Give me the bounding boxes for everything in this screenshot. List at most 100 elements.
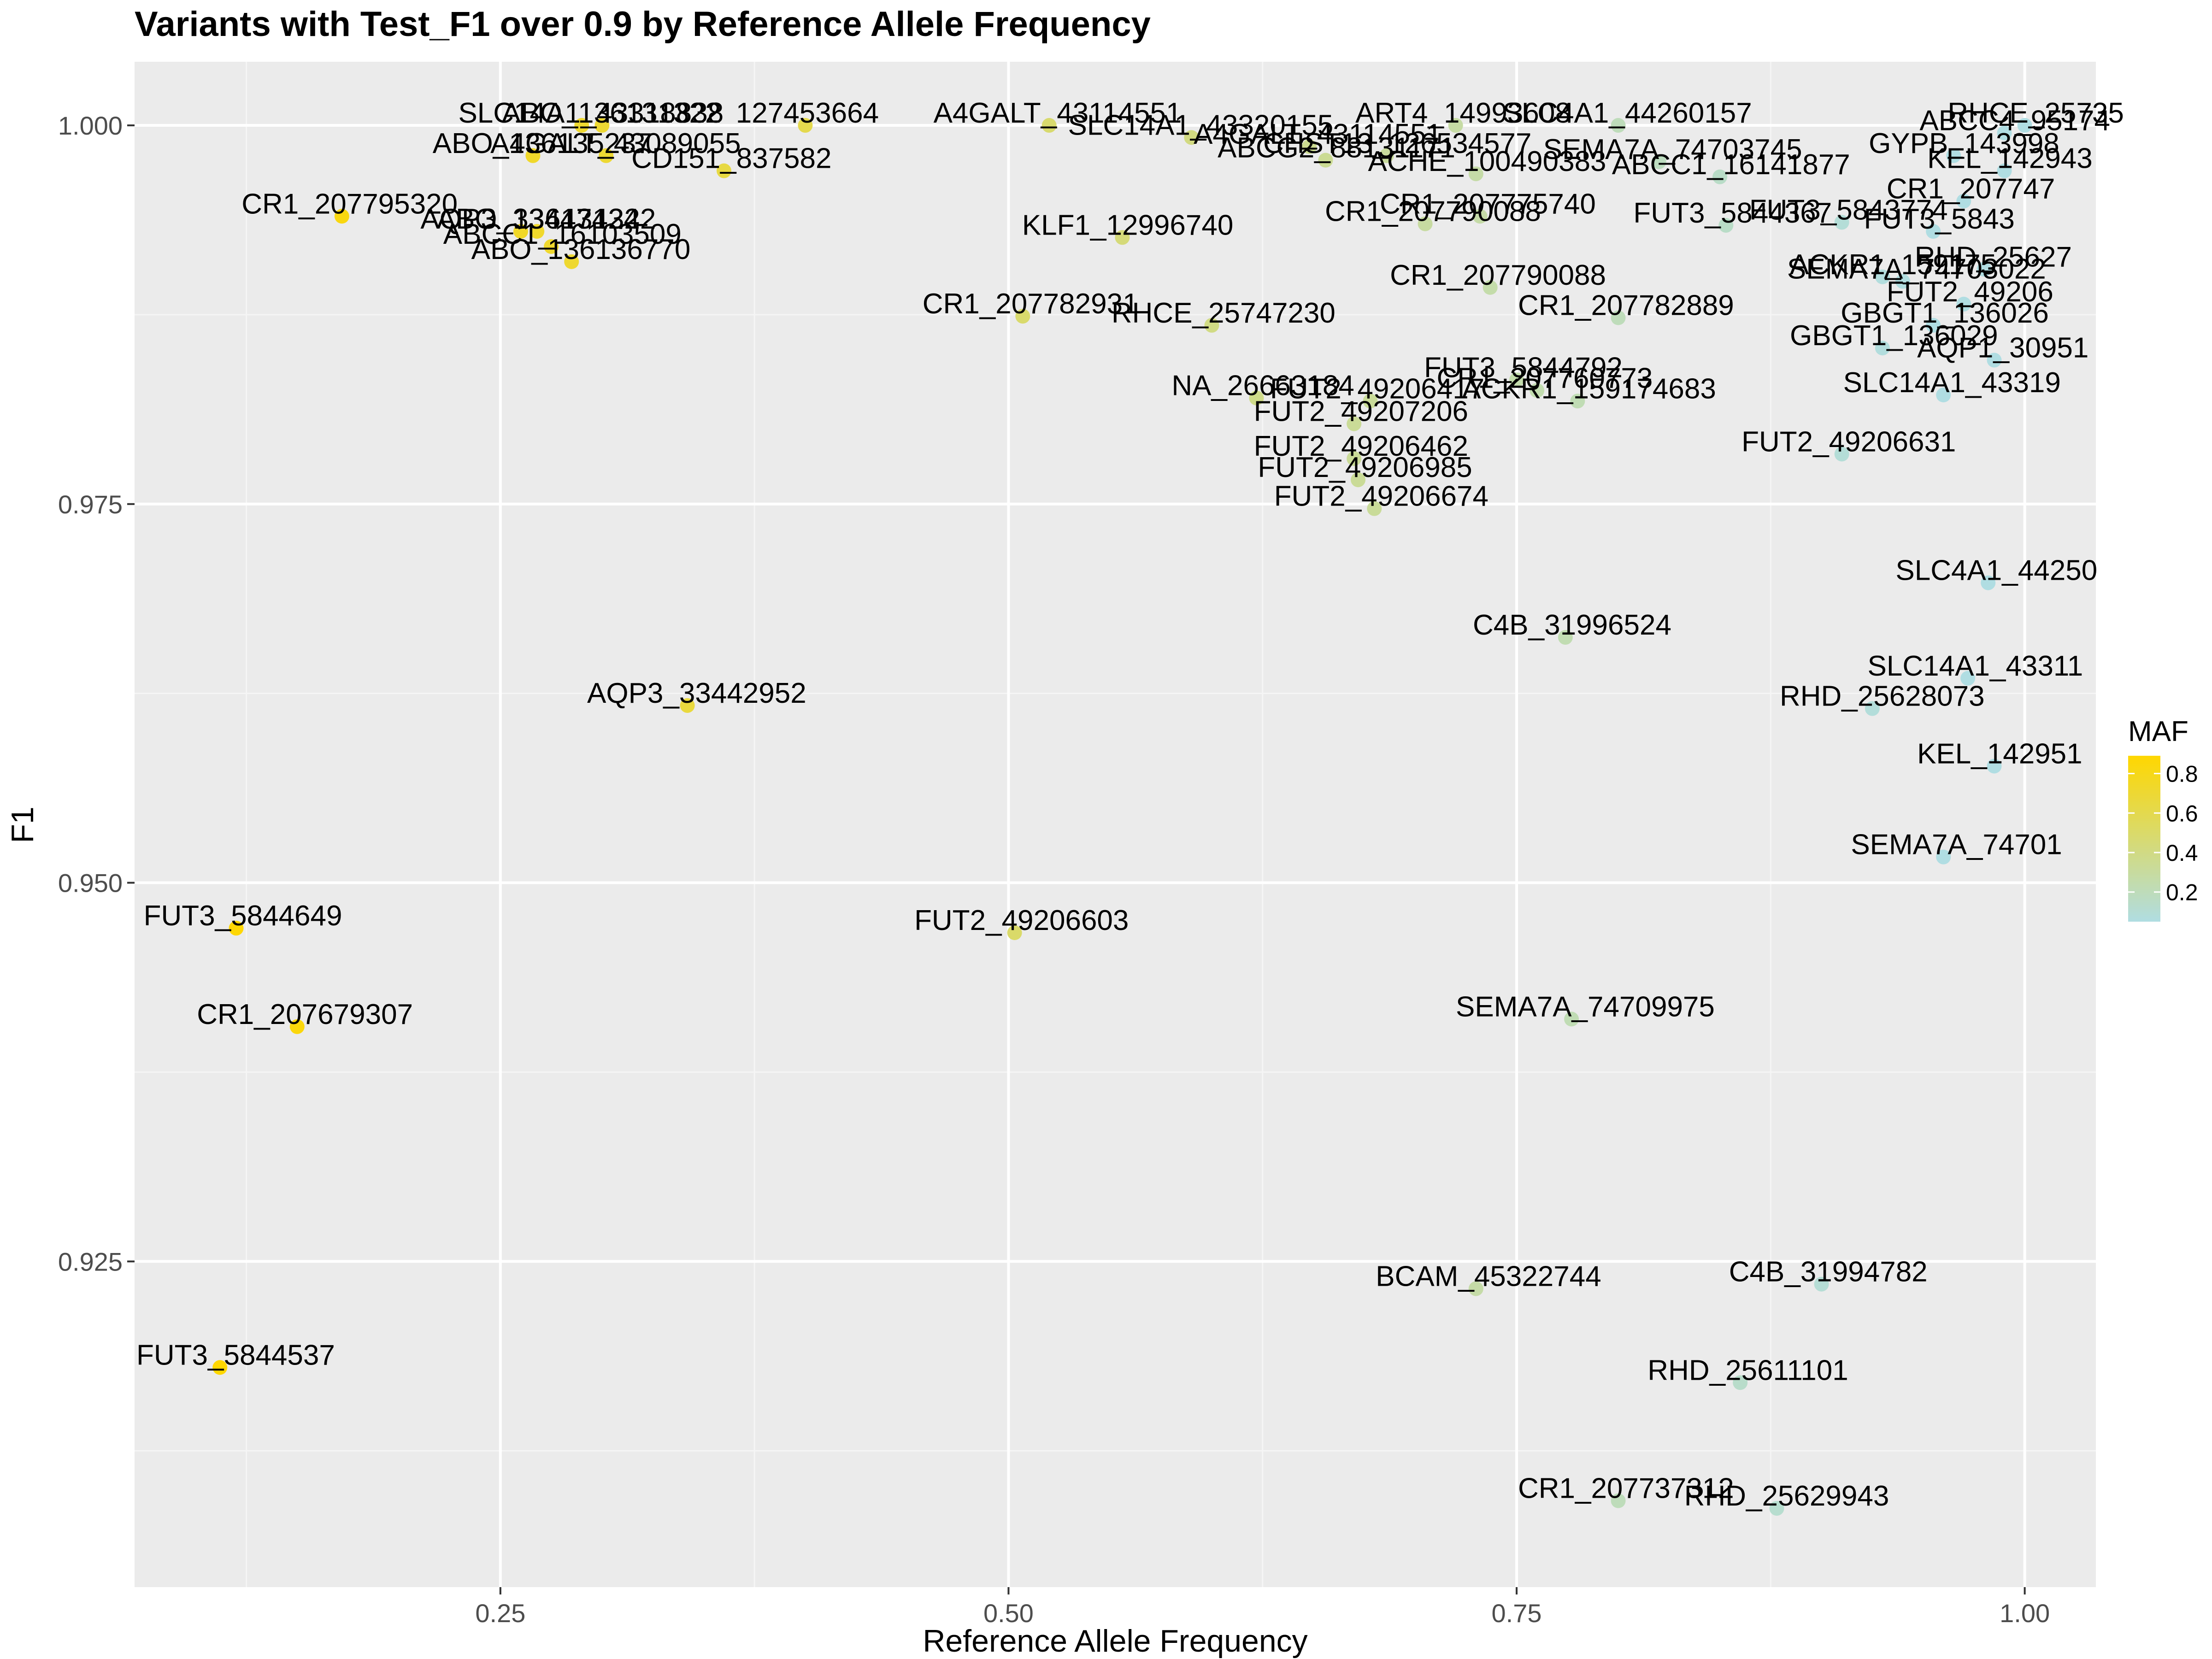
point-label: CR1_207760773: [1437, 362, 1653, 394]
data-point: [1041, 118, 1057, 133]
point-label: NA_26663184: [1171, 370, 1354, 402]
point-label: GYPB_143998: [1869, 128, 2059, 159]
point-label: KLF1_12996740: [1022, 209, 1234, 241]
point-label: ABO_136136770: [471, 234, 691, 265]
data-point: [1367, 501, 1382, 516]
data-point: [1115, 230, 1130, 245]
data-point: [1651, 154, 1666, 169]
x-axis-ticks: 0.25 0.50 0.75 1.00: [475, 1587, 2050, 1628]
data-point: [1733, 1375, 1748, 1390]
data-point: [1007, 925, 1022, 941]
data-point: [1834, 447, 1849, 462]
data-point: [1347, 451, 1362, 466]
data-point: [334, 209, 349, 224]
point-label: FUT3_5844792: [1424, 352, 1623, 383]
point-label: SEMA7A_74703745: [1543, 134, 1802, 165]
point-label: CD151_837582: [631, 143, 831, 175]
point-label: CR1_207795320: [241, 188, 458, 220]
point-label: ABO_136131322: [502, 97, 721, 129]
data-point: [1926, 318, 1941, 333]
data-point: [529, 224, 545, 239]
legend-tick-label: 0.8: [2166, 761, 2198, 787]
data-point: [1611, 118, 1626, 133]
point-label: FUT2_49206985: [1258, 452, 1472, 483]
data-point: [1468, 166, 1483, 182]
point-label: RHCE_25747230: [1112, 297, 1335, 329]
data-point: [1895, 274, 1911, 289]
point-label: CR1_207679307: [197, 999, 413, 1030]
data-point: [1418, 216, 1433, 231]
point-label: CR1_207790088: [1325, 196, 1541, 228]
data-point: [1184, 130, 1199, 145]
point-label: RHD_25629943: [1684, 1480, 1889, 1512]
point-label: FUT2_49206674: [1274, 481, 1488, 512]
point-label: FUT2_49207206: [1254, 396, 1468, 428]
point-label: A4GALT_43114551: [934, 97, 1182, 129]
point-label: FUT3_5844367: [1633, 197, 1832, 229]
point-label: CR1_207737312: [1518, 1473, 1734, 1505]
data-point: [1204, 318, 1219, 333]
data-point: [1558, 630, 1573, 645]
legend-colorbar: [2128, 756, 2160, 922]
data-point: [513, 224, 528, 239]
point-label: AQP3_33447424: [420, 203, 640, 235]
x-tick-label: 0.25: [475, 1599, 525, 1628]
point-label: CR1_207782889: [1518, 290, 1734, 322]
point-label: AQP3_33442952: [587, 677, 806, 709]
data-point: [1834, 215, 1849, 230]
point-label: RHCE_25735: [1947, 97, 2124, 129]
data-point: [1448, 118, 1463, 133]
color-legend: MAF 0.2 0.4 0.6 0.8: [2128, 716, 2198, 922]
point-label: ABO_136131322: [437, 203, 656, 235]
data-point: [1936, 388, 1951, 403]
plot-panel: [135, 62, 2096, 1587]
chart-title: Variants with Test_F1 over 0.9 by Refere…: [135, 5, 1151, 44]
data-point: [599, 148, 614, 163]
point-label: CHST13_126534577: [1263, 128, 1532, 159]
data-point: [544, 239, 559, 254]
data-point: [1926, 224, 1941, 239]
data-point: [1946, 148, 1961, 163]
data-point: [574, 118, 589, 133]
data-point: [1960, 671, 1976, 686]
legend-tick-label: 0.6: [2166, 800, 2198, 826]
legend-title: MAF: [2128, 716, 2188, 747]
data-point: [1875, 269, 1890, 284]
y-tick-label: 1.000: [58, 111, 123, 140]
data-point: [1987, 759, 2002, 774]
point-label: SEMA7A_74701: [1851, 829, 2062, 861]
data-point: [212, 1360, 228, 1375]
data-point: [1302, 139, 1317, 154]
point-label: SLC4A1_44250: [1895, 555, 2097, 587]
point-label: KEL_142951: [1917, 738, 2083, 770]
data-point: [1956, 194, 1971, 209]
data-point: [1997, 163, 2012, 178]
point-label: ABCG2_88131171: [1218, 132, 1455, 164]
y-tick-label: 0.925: [58, 1247, 123, 1276]
point-label: KEL_142943: [1927, 143, 2093, 175]
data-point: [1318, 153, 1333, 168]
point-label: SLC14A1_43319: [1843, 367, 2061, 399]
data-point: [1564, 1012, 1579, 1027]
data-points: [212, 118, 2032, 1516]
data-point: [1981, 575, 1996, 590]
data-point: [1769, 1501, 1784, 1516]
data-point: [1347, 416, 1362, 431]
x-tick-label: 0.50: [983, 1599, 1034, 1628]
data-point: [1611, 1493, 1626, 1508]
point-label: C4B_31996524: [1473, 609, 1671, 641]
data-point: [1015, 309, 1030, 324]
point-label: FUT2_49206417: [1270, 373, 1484, 405]
legend-ticks: 0.2 0.4 0.6 0.8: [2128, 761, 2198, 906]
data-point: [1997, 125, 2012, 141]
data-point: [229, 921, 244, 936]
point-label: FUT2_49206: [1887, 276, 2053, 308]
point-label: ACKR1_159174683: [1462, 373, 1716, 405]
x-tick-label: 1.00: [2000, 1599, 2050, 1628]
point-label: SEMA7A_74703022: [1787, 253, 2046, 285]
data-point: [1509, 372, 1524, 388]
data-point: [798, 118, 813, 133]
data-point: [1712, 169, 1728, 184]
